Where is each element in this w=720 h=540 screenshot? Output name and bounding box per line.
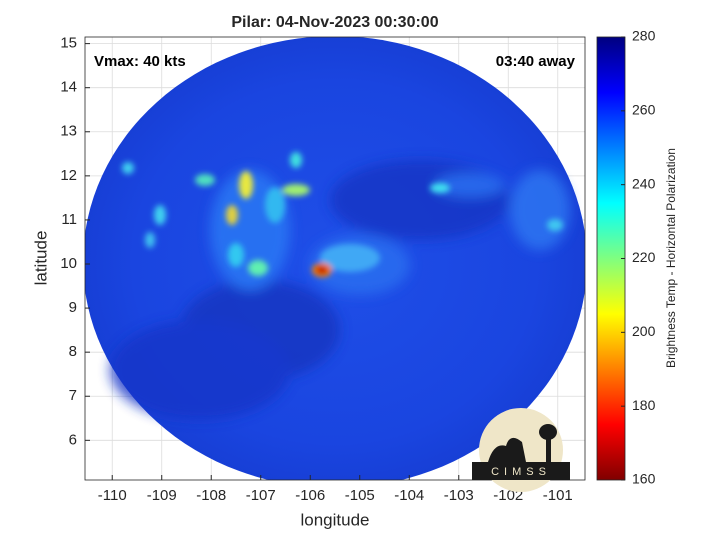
x-tick-label: -106 [295,487,325,504]
logo: CIMSS [472,408,570,492]
y-tick-label: 10 [60,255,77,272]
chart-title: Pilar: 04-Nov-2023 00:30:00 [231,14,438,31]
y-tick-label: 11 [61,211,77,228]
y-tick-label: 8 [69,343,77,360]
x-tick-label: -109 [147,487,177,504]
colorbar-tick-label: 220 [632,249,656,265]
x-tick-label: -101 [543,487,573,504]
y-axis-label: latitude [31,231,50,286]
x-tick-label: -103 [444,487,474,504]
y-tick-label: 12 [60,167,77,184]
x-tick-label: -107 [246,487,276,504]
x-tick-label: -105 [345,487,375,504]
y-tick-label: 9 [69,299,77,316]
satellite-image [85,37,585,480]
y-tick-label: 6 [69,431,77,448]
x-tick-label: -104 [394,487,424,504]
colorbar-label: Brightness Temp - Horizontal Polarizatio… [664,148,678,368]
colorbar-tick-label: 180 [632,397,656,413]
annotation: Vmax: 40 kts [94,53,186,70]
colorbar-tick-label: 260 [632,102,656,118]
y-tick-label: 15 [60,35,77,52]
y-tick-label: 14 [60,79,77,96]
x-tick-label: -110 [98,487,127,504]
x-tick-label: -108 [196,487,226,504]
colorbar-tick-label: 240 [632,175,656,191]
logo-text: CIMSS [491,466,551,478]
y-tick-label: 13 [60,123,77,140]
colorbar [596,36,626,481]
y-tick-label: 7 [69,387,77,404]
colorbar-tick-label: 200 [632,323,656,339]
axes-box [84,36,586,481]
colorbar-tick-label: 160 [632,471,656,487]
annotation: 03:40 away [496,53,576,70]
colorbar-tick-label: 280 [632,28,656,44]
x-axis-label: longitude [300,510,369,529]
